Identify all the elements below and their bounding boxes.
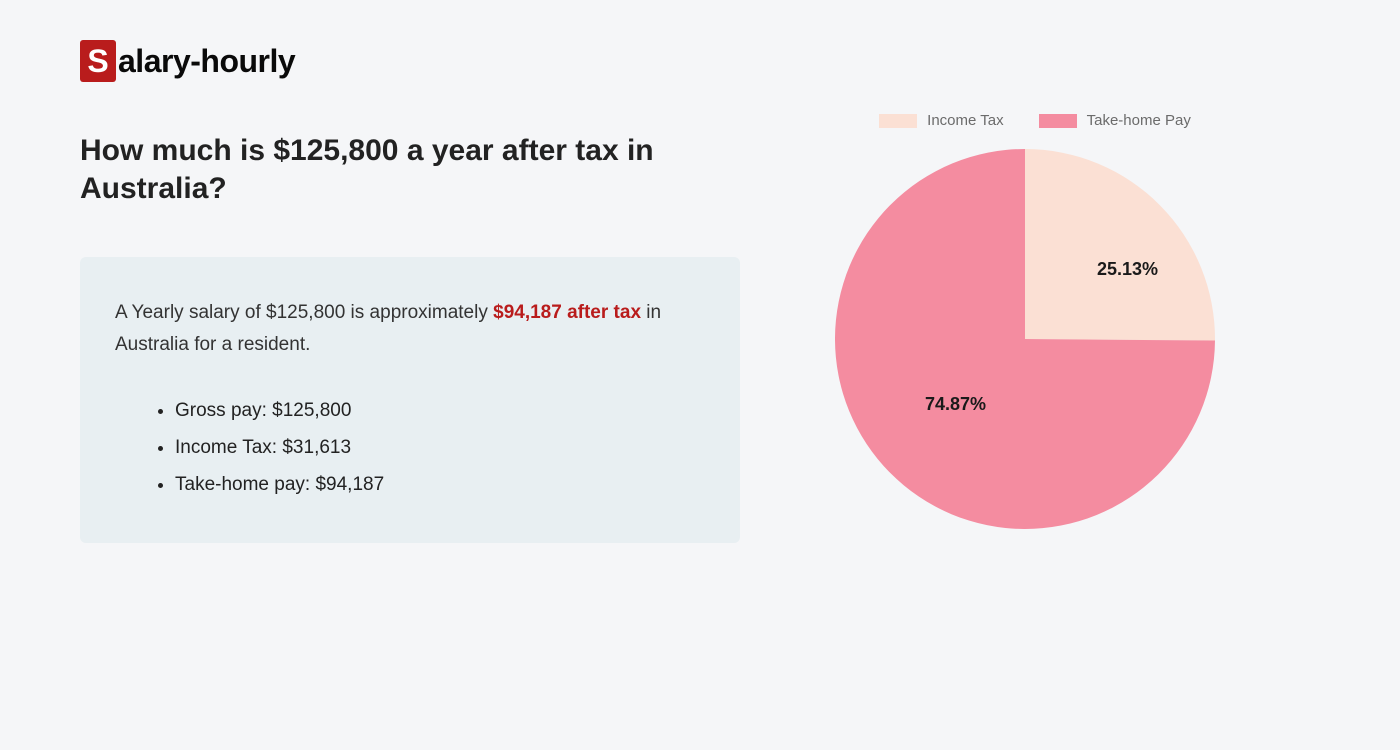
pie-chart: 25.13% 74.87%	[835, 149, 1215, 529]
pie-svg	[835, 149, 1215, 529]
chart-legend: Income Tax Take-home Pay	[810, 112, 1260, 129]
legend-swatch	[879, 114, 917, 128]
info-card: A Yearly salary of $125,800 is approxima…	[80, 257, 740, 543]
legend-swatch	[1039, 114, 1077, 128]
legend-item-take-home: Take-home Pay	[1039, 112, 1191, 129]
legend-label: Income Tax	[927, 112, 1003, 129]
legend-label: Take-home Pay	[1087, 112, 1191, 129]
list-item: Take-home pay: $94,187	[175, 466, 705, 503]
list-item: Gross pay: $125,800	[175, 392, 705, 429]
list-item: Income Tax: $31,613	[175, 429, 705, 466]
logo-badge: S	[80, 40, 116, 82]
pie-label-take-home: 74.87%	[925, 394, 986, 415]
summary-prefix: A Yearly salary of $125,800 is approxima…	[115, 302, 493, 323]
chart-column: Income Tax Take-home Pay 25.13% 74.87%	[840, 112, 1260, 529]
logo: S alary-hourly	[80, 40, 1320, 82]
pie-label-income-tax: 25.13%	[1097, 259, 1158, 280]
legend-item-income-tax: Income Tax	[879, 112, 1003, 129]
content-row: How much is $125,800 a year after tax in…	[80, 132, 1320, 543]
page-heading: How much is $125,800 a year after tax in…	[80, 132, 740, 207]
logo-text: alary-hourly	[118, 43, 295, 80]
info-summary: A Yearly salary of $125,800 is approxima…	[115, 297, 705, 362]
info-list: Gross pay: $125,800 Income Tax: $31,613 …	[115, 392, 705, 503]
left-column: How much is $125,800 a year after tax in…	[80, 132, 740, 543]
summary-highlight: $94,187 after tax	[493, 302, 641, 323]
pie-slice-income-tax	[1025, 149, 1215, 341]
